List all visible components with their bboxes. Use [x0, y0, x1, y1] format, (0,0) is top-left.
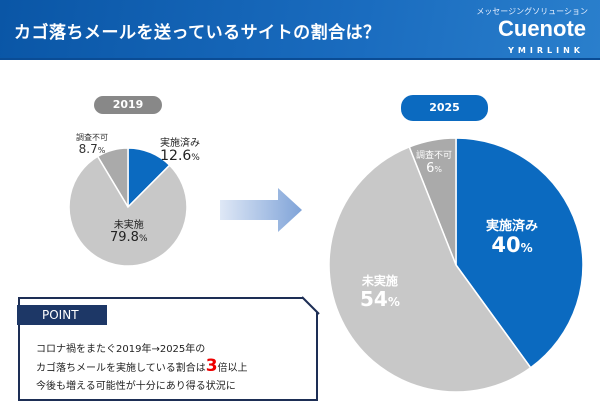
point-line-3: 今後も増える可能性が十分にあり得る状況に — [36, 381, 236, 392]
label-2025-unknown: 調査不可 6% — [416, 151, 453, 176]
point-line-1: コロナ禍をまたぐ2019年→2025年の — [36, 344, 206, 355]
label-2019-not-implemented: 未実施 79.8% — [110, 220, 148, 245]
brand-subtitle: メッセージングソリューション — [476, 7, 588, 16]
label-2025-implemented: 実施済み 40% — [486, 219, 539, 258]
label-2019-implemented: 実施済み 12.6% — [160, 138, 200, 164]
point-tag: POINT — [17, 305, 107, 325]
brand-logo: Cuenote — [498, 16, 586, 41]
year-pill-2025: 2025 — [401, 95, 488, 121]
pie-slice-2019-not-implemented — [68, 155, 188, 267]
brand-maker: YMIRLINK — [508, 46, 584, 55]
year-pill-2019: 2019 — [94, 96, 162, 114]
header-banner: カゴ落ちメールを送っているサイトの割合は？ メッセージングソリューション Cue… — [0, 0, 600, 60]
label-2019-unknown: 調査不可 8.7% — [76, 133, 108, 156]
point-line-2: カゴ落ちメールを実施している割合は3倍以上 — [36, 356, 248, 376]
arrow-icon — [220, 188, 302, 232]
pie-slice-2025-implemented — [455, 137, 584, 369]
page-title: カゴ落ちメールを送っているサイトの割合は？ — [14, 23, 381, 43]
pie-slice-2025-not-implemented — [328, 145, 532, 393]
label-2025-not-implemented: 未実施 54% — [360, 274, 400, 312]
